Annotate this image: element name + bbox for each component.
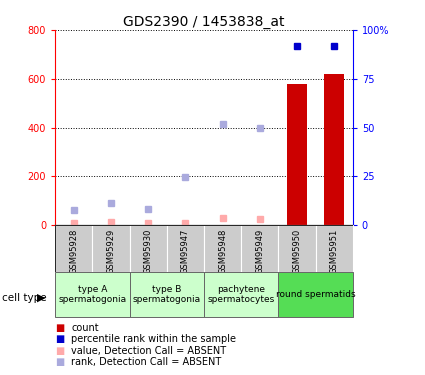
Bar (278, 225, 315, 272)
Bar (55, 272, 130, 317)
Text: GSM95951: GSM95951 (330, 229, 339, 274)
Text: ■: ■ (55, 323, 65, 333)
Bar (167, 225, 204, 272)
Text: ■: ■ (55, 334, 65, 344)
Bar (130, 225, 167, 272)
Bar (204, 225, 241, 272)
Bar (92, 225, 130, 272)
Bar (315, 225, 353, 272)
Text: GSM95949: GSM95949 (255, 229, 264, 274)
Text: type B
spermatogonia: type B spermatogonia (133, 285, 201, 304)
Text: GSM95947: GSM95947 (181, 229, 190, 274)
Text: GSM95930: GSM95930 (144, 229, 153, 274)
Bar (287, 84, 307, 225)
Text: ■: ■ (55, 346, 65, 355)
Title: GDS2390 / 1453838_at: GDS2390 / 1453838_at (123, 15, 285, 29)
Text: round spermatids: round spermatids (276, 290, 355, 299)
Bar (278, 272, 353, 317)
Bar (324, 74, 344, 225)
Text: GSM95948: GSM95948 (218, 229, 227, 274)
Text: GSM95928: GSM95928 (69, 229, 78, 274)
Text: type A
spermatogonia: type A spermatogonia (58, 285, 127, 304)
Text: ■: ■ (55, 357, 65, 367)
Text: cell type: cell type (2, 293, 47, 303)
Bar (241, 225, 278, 272)
Bar (204, 272, 278, 317)
Bar (55, 225, 92, 272)
Text: rank, Detection Call = ABSENT: rank, Detection Call = ABSENT (71, 357, 222, 367)
Bar (130, 272, 204, 317)
Text: percentile rank within the sample: percentile rank within the sample (71, 334, 236, 344)
Text: pachytene
spermatocytes: pachytene spermatocytes (207, 285, 275, 304)
Text: value, Detection Call = ABSENT: value, Detection Call = ABSENT (71, 346, 227, 355)
Text: count: count (71, 323, 99, 333)
Text: ▶: ▶ (37, 293, 46, 303)
Text: GSM95950: GSM95950 (292, 229, 301, 274)
Text: GSM95929: GSM95929 (107, 229, 116, 274)
